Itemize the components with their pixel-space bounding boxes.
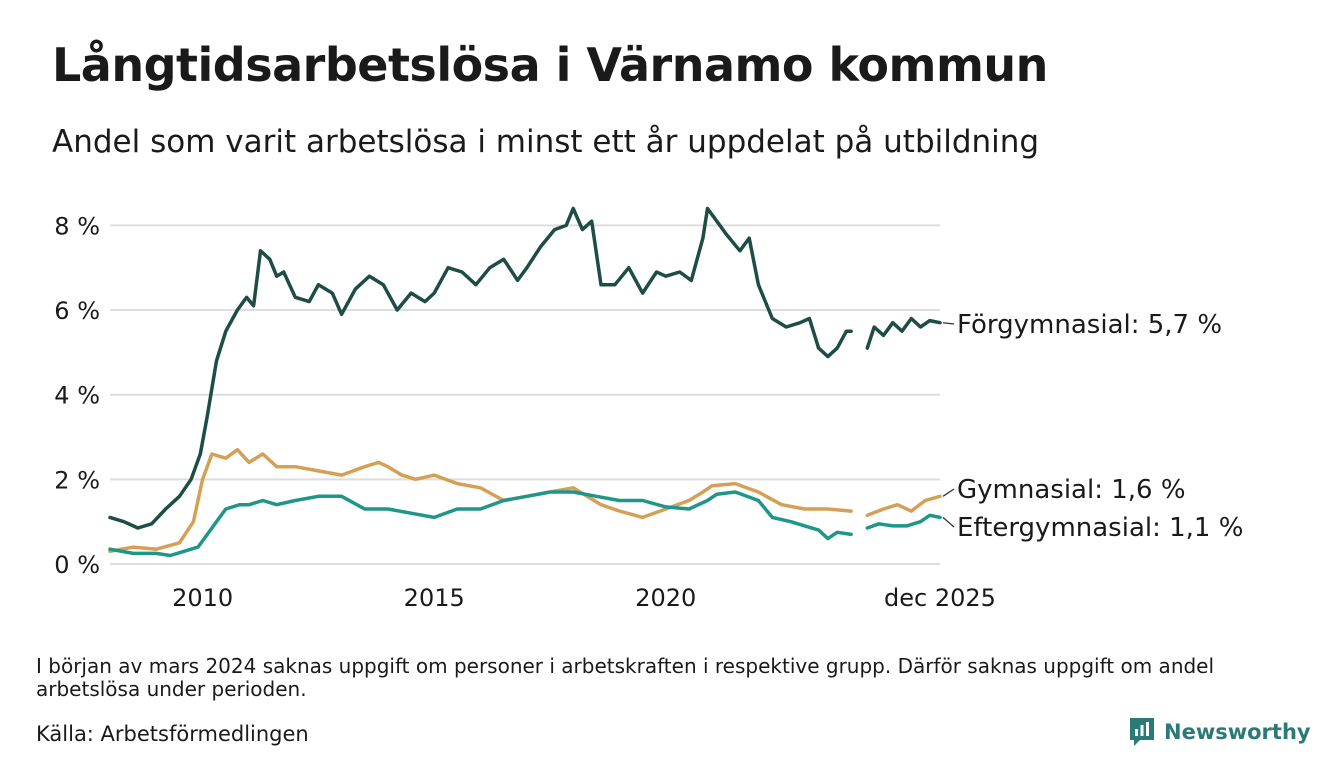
chart-title: Långtidsarbetslösa i Värnamo kommun <box>52 38 1048 92</box>
brand-logo: Newsworthy <box>1128 716 1311 748</box>
newsworthy-logo-icon <box>1130 718 1154 746</box>
chart-subtitle: Andel som varit arbetslösa i minst ett å… <box>52 124 1040 160</box>
y-tick-label: 2 % <box>54 466 100 494</box>
x-axis-tick-labels: 2010 2015 2020 dec 2025 <box>172 584 996 612</box>
series-label-eftergymnasial: Eftergymnasial: 1,1 % <box>957 513 1243 543</box>
series-line-eftergymnasial-segment-2 <box>865 513 942 530</box>
gridlines <box>110 224 940 565</box>
x-tick-label: 2010 <box>172 584 233 612</box>
brand-name: Newsworthy <box>1164 720 1311 744</box>
y-tick-label: 8 % <box>54 212 100 240</box>
series-lines <box>108 206 942 558</box>
series-line-gymnasial-segment-1 <box>108 447 853 554</box>
label-connector-förgymnasial <box>942 322 955 325</box>
series-line-gymnasial-segment-2 <box>865 494 942 518</box>
label-connector-gymnasial <box>942 488 955 497</box>
series-line-förgymnasial-segment-1 <box>108 206 853 530</box>
series-label-förgymnasial: Förgymnasial: 5,7 % <box>957 310 1222 340</box>
series-labels: Förgymnasial: 5,7 % Gymnasial: 1,6 % Efter… <box>942 310 1243 543</box>
x-tick-label: dec 2025 <box>884 584 996 612</box>
line-chart: 0 % 2 % 4 % 6 % 8 % 2010 2015 2020 dec 2025 För… <box>54 206 1243 612</box>
y-tick-label: 0 % <box>54 551 100 579</box>
y-axis-tick-labels: 0 % 2 % 4 % 6 % 8 % <box>54 212 100 579</box>
series-label-gymnasial: Gymnasial: 1,6 % <box>957 475 1186 505</box>
x-tick-label: 2020 <box>635 584 696 612</box>
y-tick-label: 6 % <box>54 297 100 325</box>
y-tick-label: 4 % <box>54 382 100 410</box>
series-line-eftergymnasial-segment-1 <box>108 490 853 558</box>
series-line-förgymnasial-segment-2 <box>865 316 942 350</box>
x-tick-label: 2015 <box>404 584 465 612</box>
source-text: Källa: Arbetsförmedlingen <box>36 722 309 746</box>
footnote: I början av mars 2024 saknas uppgift om … <box>36 654 1215 701</box>
label-connector-eftergymnasial <box>942 516 955 528</box>
